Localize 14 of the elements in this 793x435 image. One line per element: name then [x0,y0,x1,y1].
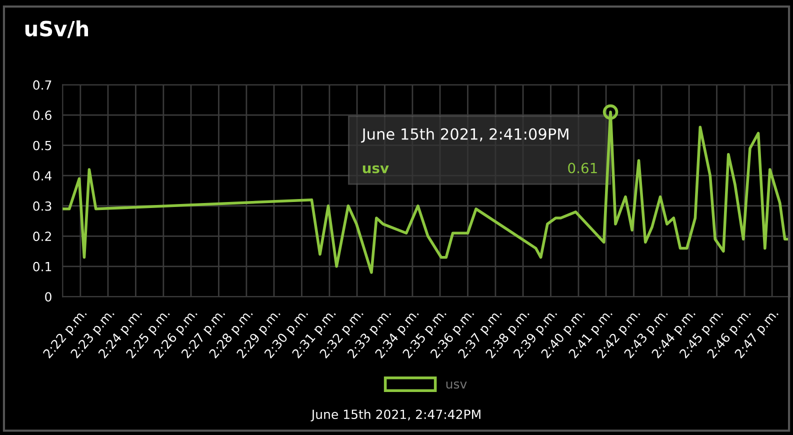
annotation: June 15th 2021, 2:41:09PM [361,128,568,143]
text: June 15th 2021, 2:47:42PM [310,409,480,422]
y-tick-label: 0.6 [33,110,52,120]
annotation: usv [362,165,389,174]
chart-title: uSv/h [25,20,88,38]
legend-label: usv [446,381,467,389]
y-tick-label: 0 [45,292,52,302]
y-tick-label: 0.3 [33,201,52,211]
y-tick-label: 0.7 [33,80,52,90]
y-tick-label: 0.1 [33,262,52,272]
y-tick-label: 0.4 [33,171,52,181]
y-tick-label: 0.5 [33,140,52,150]
annotation: 0.61 [568,162,597,174]
y-tick-label: 0.2 [33,232,51,242]
